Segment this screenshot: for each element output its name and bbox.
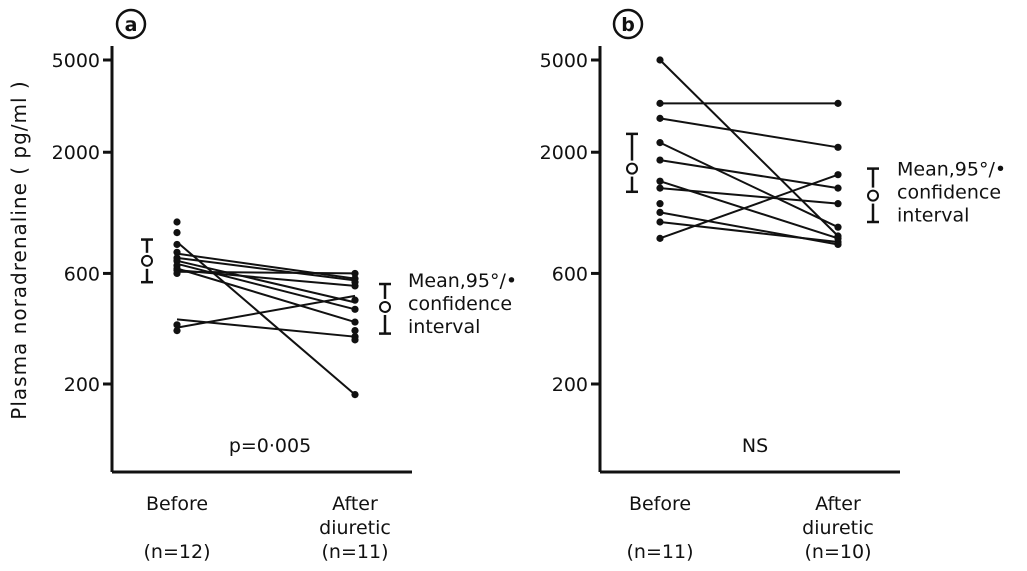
pair-line (176, 252, 356, 280)
significance-label: p=0·005 (229, 435, 311, 457)
panel-badge (612, 8, 644, 40)
after-point (351, 318, 359, 326)
before-point (656, 208, 664, 217)
x-category-label: diuretic (802, 517, 874, 539)
panel-badge-label: a (125, 14, 138, 36)
after-point (834, 200, 842, 208)
panel-badge-label: b (621, 14, 635, 36)
y-tick-label: 5000 (540, 50, 588, 72)
after-point (834, 184, 842, 192)
pair-line (659, 221, 839, 243)
x-category-label: Before (146, 493, 208, 515)
before-point (656, 184, 664, 192)
x-n-label: (n=12) (144, 541, 211, 563)
before-summary-mean-marker (141, 254, 153, 267)
after-point (351, 282, 359, 290)
before-point (173, 326, 181, 335)
before-point (656, 200, 664, 208)
before-point (173, 240, 181, 249)
y-tick-label: 2000 (52, 142, 100, 164)
before-point (656, 177, 664, 185)
pair-line (176, 294, 356, 329)
y-tick-label: 5000 (52, 50, 100, 72)
pair-line (659, 117, 839, 149)
pair-line (659, 187, 839, 205)
panel-b: 200 600 2000 5000 Before (n=11) Afterdiuretic(… (540, 8, 1006, 563)
mean-ci-label: interval (897, 205, 969, 227)
y-tick-label: 200 (552, 374, 588, 396)
after-point (834, 99, 842, 107)
before-point (173, 218, 181, 226)
pair-line (659, 159, 839, 190)
before-point (173, 229, 181, 237)
after-summary-mean-marker (379, 300, 391, 313)
after-point (351, 326, 359, 335)
before-point (656, 156, 664, 164)
y-tick-label: 2000 (540, 142, 588, 164)
mean-ci-label: Mean,95°/• (408, 270, 517, 292)
before-point (173, 321, 181, 329)
mean-ci-label: confidence (897, 182, 1001, 204)
x-n-label: (n=10) (805, 541, 872, 563)
x-category-label: After (815, 493, 861, 515)
before-summary-mean-marker (626, 162, 638, 175)
after-point (351, 269, 359, 278)
y-tick-label: 600 (552, 263, 588, 285)
after-point (351, 296, 359, 304)
pair-line (176, 270, 356, 275)
after-point (834, 240, 842, 249)
after-point (834, 143, 842, 151)
after-summary-mean-marker (867, 189, 879, 202)
after-point (351, 391, 359, 399)
pair-line (176, 256, 356, 282)
y-axis-label: Plasma noradrenaline ( pg/ml ) (7, 80, 31, 419)
before-point (173, 248, 181, 256)
x-category-label: diuretic (319, 517, 391, 539)
after-point (351, 336, 359, 344)
pair-line (176, 241, 356, 396)
x-n-label: (n=11) (627, 541, 694, 563)
before-point (173, 269, 181, 278)
before-point (656, 234, 664, 242)
after-point (834, 223, 842, 231)
pair-line (176, 259, 356, 304)
after-point (834, 171, 842, 179)
mean-ci-label: confidence (408, 293, 512, 315)
after-point (351, 305, 359, 313)
pair-line (659, 59, 839, 237)
mean-ci-label: Mean,95°/• (897, 159, 1006, 181)
before-point (656, 218, 664, 226)
y-tick-label: 600 (64, 263, 100, 285)
before-point (656, 114, 664, 122)
before-point (656, 56, 664, 64)
panel-badge (115, 8, 147, 40)
mean-ci-label: interval (408, 316, 480, 338)
pair-line (659, 141, 839, 229)
x-category-label: Before (629, 493, 691, 515)
panel-a: 200 600 2000 5000 Before (n=12) Afterdiuretic(… (52, 8, 517, 563)
pair-line (176, 267, 356, 324)
x-category-label: After (332, 493, 378, 515)
pair-line (176, 262, 356, 311)
before-point (656, 99, 664, 107)
significance-label: NS (742, 435, 768, 457)
pair-line (659, 173, 839, 240)
y-tick-label: 200 (64, 374, 100, 396)
before-point (656, 139, 664, 147)
x-n-label: (n=11) (322, 541, 389, 563)
